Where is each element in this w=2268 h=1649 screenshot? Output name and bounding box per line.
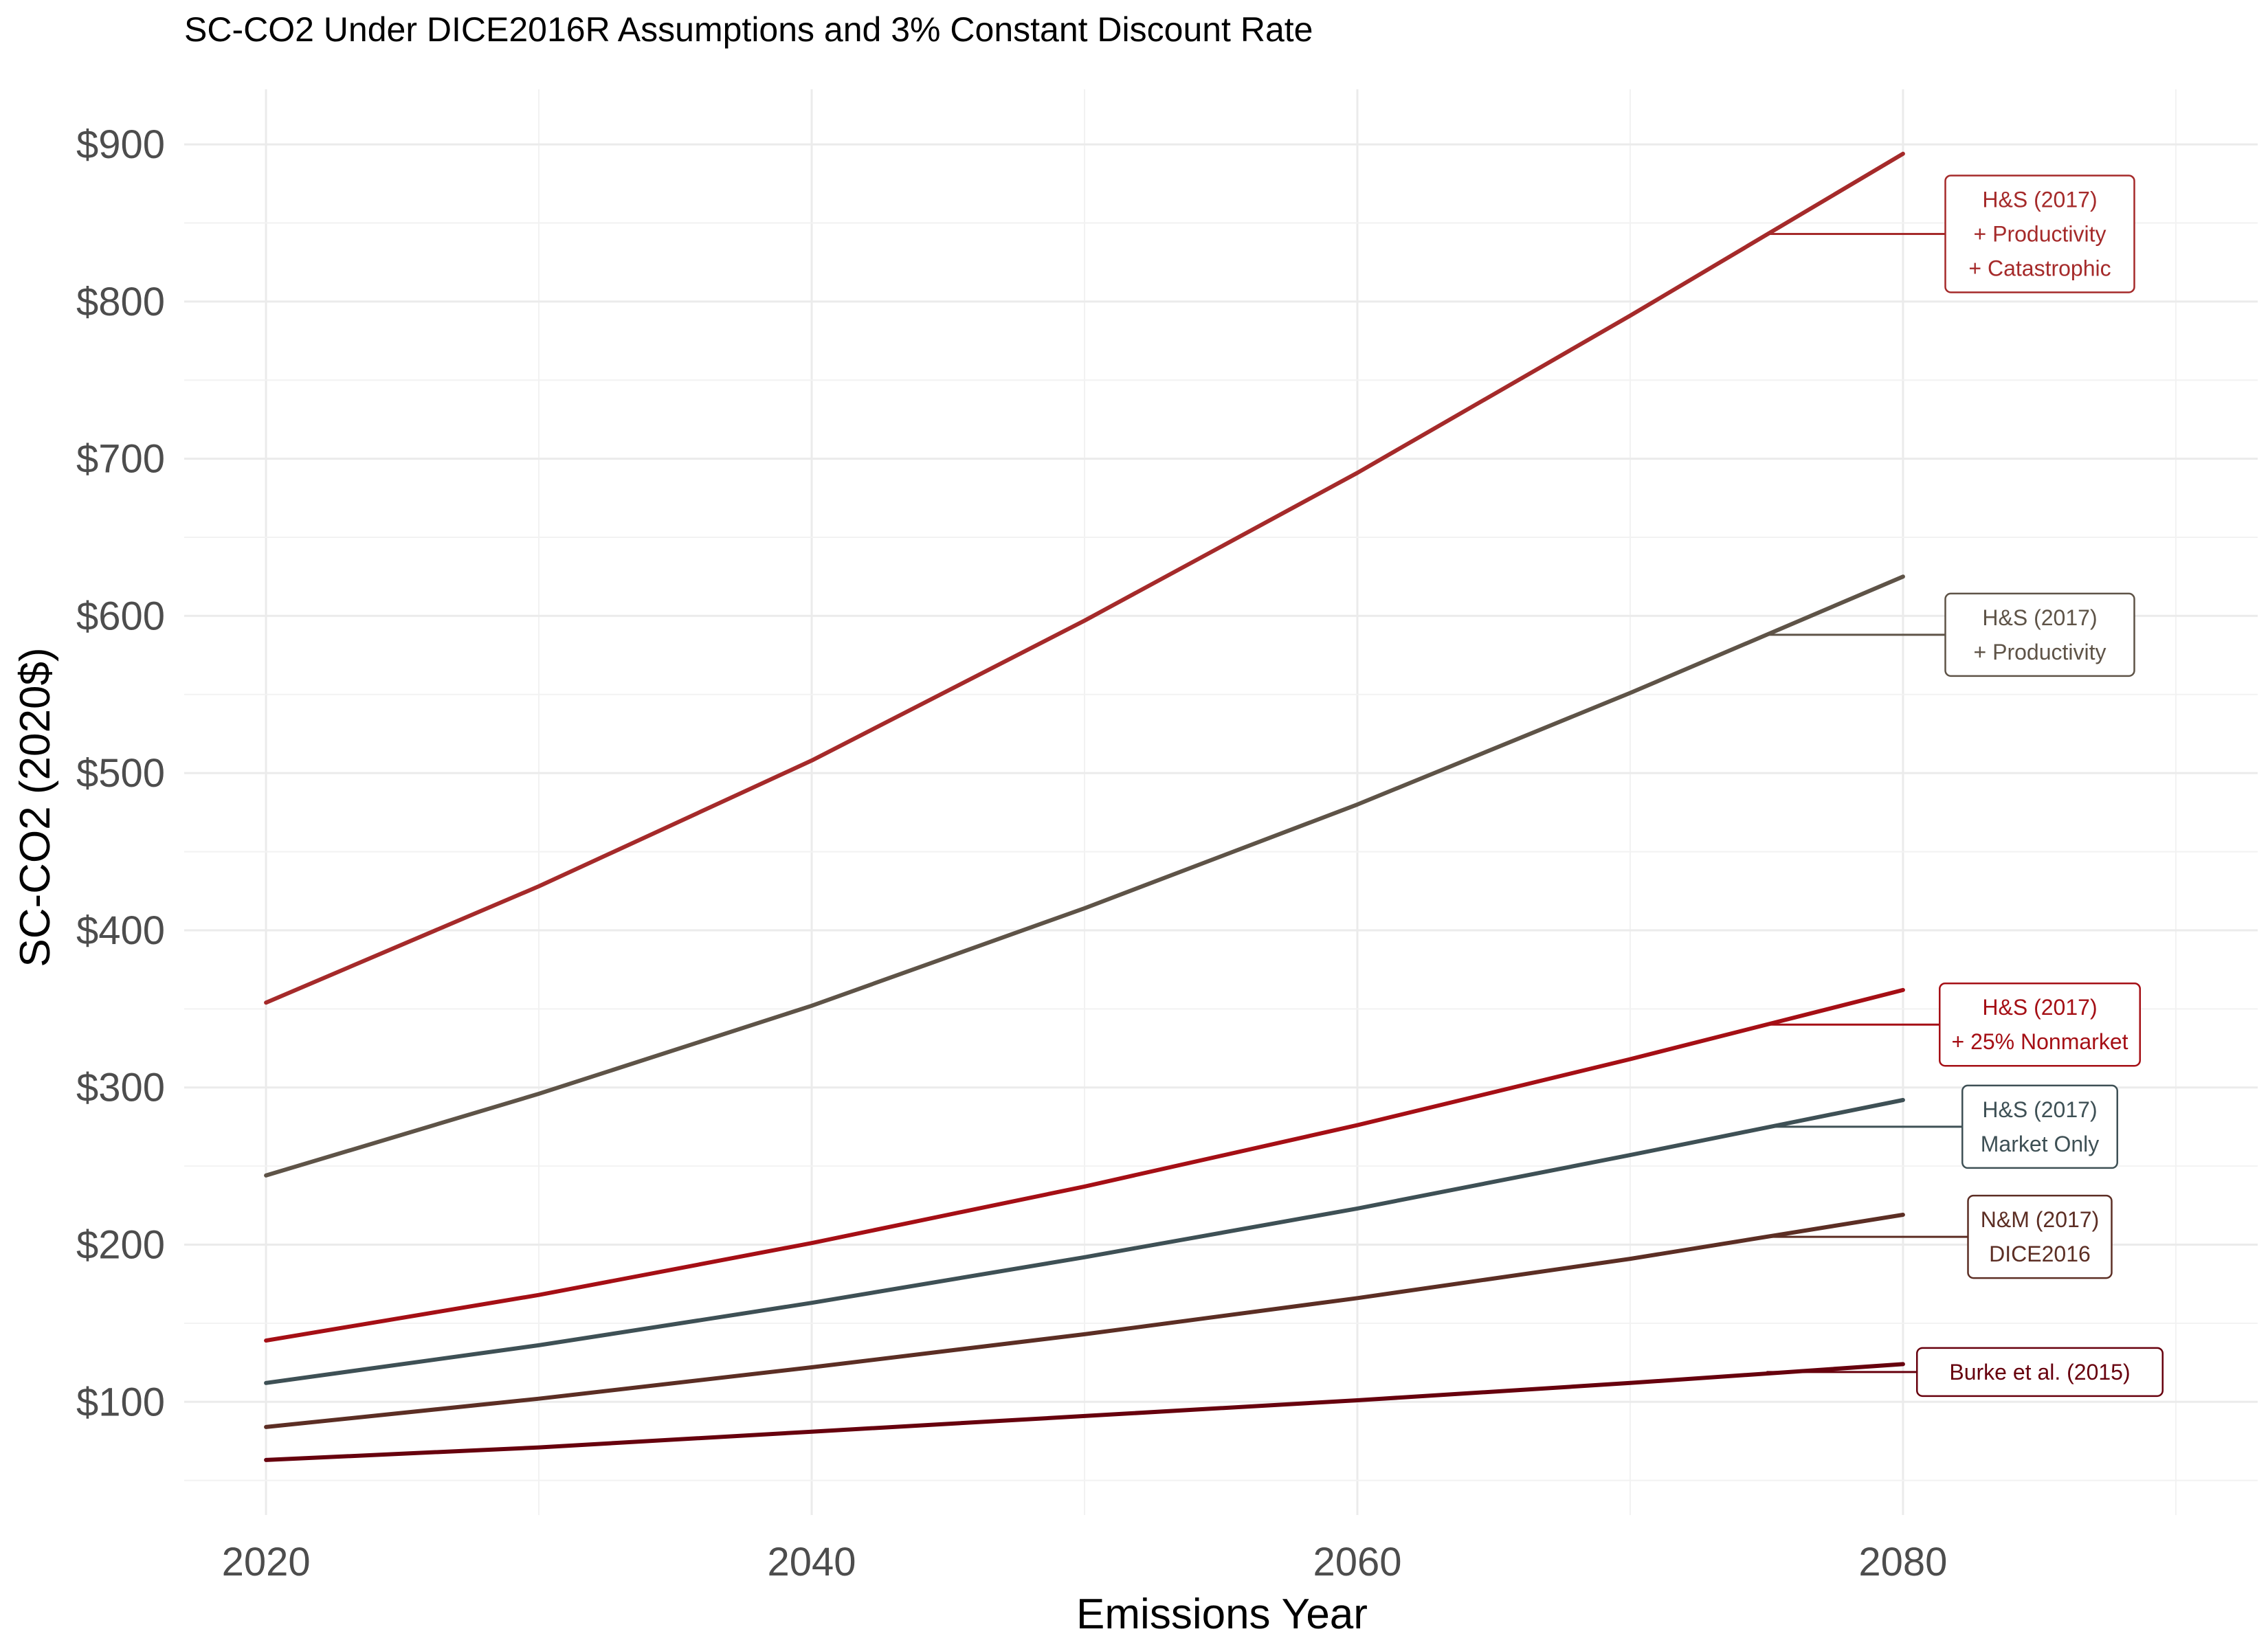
series-line-4 — [264, 1098, 1905, 1385]
y-tick-label: $800 — [76, 280, 165, 324]
annotation-text: Market Only — [1981, 1132, 2099, 1156]
series-lines — [264, 151, 1905, 1462]
x-tick-label: 2020 — [222, 1540, 311, 1584]
series-annotation-5: N&M (2017) DICE2016 — [1766, 1194, 2113, 1279]
y-tick-label: $200 — [76, 1223, 165, 1268]
annotation-text: H&S (2017) — [1982, 1097, 2097, 1122]
series-annotation-3: H&S (2017) + 25% Nonmarket — [1766, 982, 2141, 1067]
series-annotation-1: H&S (2017) + Productivity + Catastrophic — [1766, 175, 2135, 293]
annotation-text: + Productivity — [1974, 640, 2106, 664]
annotation-text: H&S (2017) — [1982, 187, 2097, 212]
y-tick-label: $700 — [76, 437, 165, 482]
annotation-text: + Catastrophic — [1968, 256, 2111, 280]
annotation-text: + Productivity — [1974, 221, 2106, 246]
y-axis-ticks: $100 $200 $300 $400 $500 $600 $700 $800 $900 — [76, 122, 165, 1424]
y-axis-title: SC-CO2 (2020$) — [12, 647, 59, 967]
annotation-text: H&S (2017) — [1982, 605, 2097, 630]
annotation-box — [1967, 1194, 2113, 1279]
y-tick-label: $400 — [76, 908, 165, 953]
x-axis-ticks: 2020 2040 2060 2080 — [222, 1540, 1948, 1584]
series-line-2 — [264, 574, 1905, 1178]
annotation-box — [1916, 1347, 2164, 1398]
series-annotation-2: H&S (2017) + Productivity — [1766, 592, 2135, 677]
annotation-text: N&M (2017) — [1981, 1207, 2100, 1232]
chart-title: SC-CO2 Under DICE2016R Assumptions and 3… — [184, 10, 1313, 49]
annotation-box — [1939, 982, 2141, 1067]
series-annotations: H&S (2017)+ Productivity+ CatastrophicH&… — [1766, 175, 2164, 1398]
x-tick-label: 2060 — [1313, 1540, 1401, 1584]
y-tick-label: $500 — [76, 751, 165, 796]
annotation-box — [1944, 175, 2135, 293]
series-line-3 — [264, 987, 1905, 1343]
annotation-box — [1944, 592, 2135, 677]
series-line-1 — [264, 151, 1905, 1005]
x-tick-label: 2080 — [1858, 1540, 1947, 1584]
y-tick-label: $300 — [76, 1066, 165, 1110]
y-tick-label: $900 — [76, 122, 165, 167]
annotation-text: DICE2016 — [1989, 1242, 2091, 1266]
grid — [184, 89, 2258, 1515]
y-tick-label: $600 — [76, 594, 165, 638]
annotation-text: + 25% Nonmarket — [1951, 1029, 2128, 1054]
series-annotation-6: Burke et al. (2015) — [1766, 1347, 2164, 1398]
x-tick-label: 2040 — [768, 1540, 856, 1584]
series-annotation-4: H&S (2017) Market Only — [1766, 1084, 2118, 1169]
x-axis-title: Emissions Year — [1076, 1591, 1368, 1638]
series-line-5 — [264, 1213, 1905, 1429]
series-line-6 — [264, 1362, 1905, 1462]
annotation-box — [1961, 1084, 2118, 1169]
y-tick-label: $100 — [76, 1380, 165, 1424]
annotation-text: Burke et al. (2015) — [1949, 1360, 2130, 1384]
annotation-text: H&S (2017) — [1982, 995, 2097, 1020]
